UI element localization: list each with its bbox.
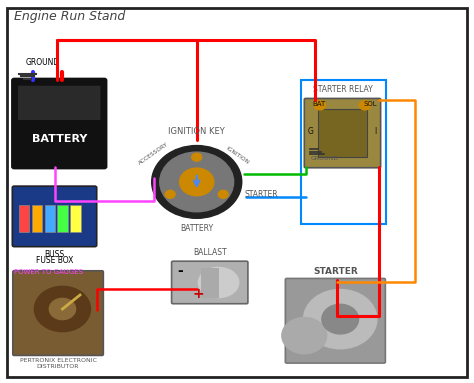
Circle shape: [282, 318, 327, 354]
FancyBboxPatch shape: [285, 278, 385, 363]
Text: BUSS: BUSS: [45, 250, 64, 259]
FancyBboxPatch shape: [304, 98, 381, 168]
Bar: [45, 205, 55, 232]
FancyBboxPatch shape: [13, 271, 103, 355]
Circle shape: [35, 286, 91, 332]
FancyBboxPatch shape: [18, 86, 100, 120]
Bar: [32, 205, 42, 232]
Text: BALLAST: BALLAST: [193, 248, 227, 257]
Text: +: +: [193, 286, 205, 301]
Bar: [201, 268, 219, 298]
Text: SOL: SOL: [363, 101, 377, 108]
Circle shape: [49, 298, 76, 319]
Circle shape: [165, 190, 175, 198]
Bar: [318, 109, 367, 157]
Circle shape: [303, 290, 377, 349]
Circle shape: [314, 101, 326, 110]
Ellipse shape: [198, 267, 239, 298]
FancyBboxPatch shape: [12, 79, 106, 168]
Text: STARTER: STARTER: [244, 190, 278, 199]
Circle shape: [359, 101, 371, 110]
Bar: [301, 80, 386, 224]
Bar: [70, 205, 81, 232]
Text: ACCESSORY: ACCESSORY: [138, 141, 170, 165]
FancyBboxPatch shape: [172, 261, 248, 304]
Circle shape: [180, 168, 214, 196]
Text: IGNITION KEY: IGNITION KEY: [168, 127, 225, 136]
Text: Engine Run Stand: Engine Run Stand: [14, 10, 126, 23]
Bar: [19, 205, 29, 232]
Bar: [57, 205, 68, 232]
Text: STARTER RELAY: STARTER RELAY: [312, 85, 373, 94]
Text: G: G: [308, 127, 314, 136]
Circle shape: [192, 153, 201, 161]
Circle shape: [218, 190, 228, 198]
Text: GROUND: GROUND: [26, 58, 60, 67]
Text: FUSE BOX: FUSE BOX: [36, 256, 73, 265]
Text: I: I: [374, 127, 377, 136]
Text: BATTERY: BATTERY: [180, 224, 213, 233]
Text: PERTRONIX ELECTRONIC: PERTRONIX ELECTRONIC: [19, 358, 97, 363]
Circle shape: [322, 304, 358, 334]
Text: -: -: [177, 264, 182, 278]
FancyBboxPatch shape: [12, 186, 97, 247]
Text: GROUND: GROUND: [310, 156, 339, 161]
Text: BAT: BAT: [313, 101, 326, 108]
Circle shape: [160, 152, 234, 212]
Text: POWER TO GAUGES: POWER TO GAUGES: [14, 269, 83, 275]
Text: BATTERY: BATTERY: [32, 134, 87, 144]
Text: DISTRIBUTOR: DISTRIBUTOR: [37, 364, 79, 369]
Text: IGNITION: IGNITION: [225, 146, 250, 165]
Circle shape: [152, 146, 242, 218]
Text: STARTER: STARTER: [313, 267, 358, 276]
